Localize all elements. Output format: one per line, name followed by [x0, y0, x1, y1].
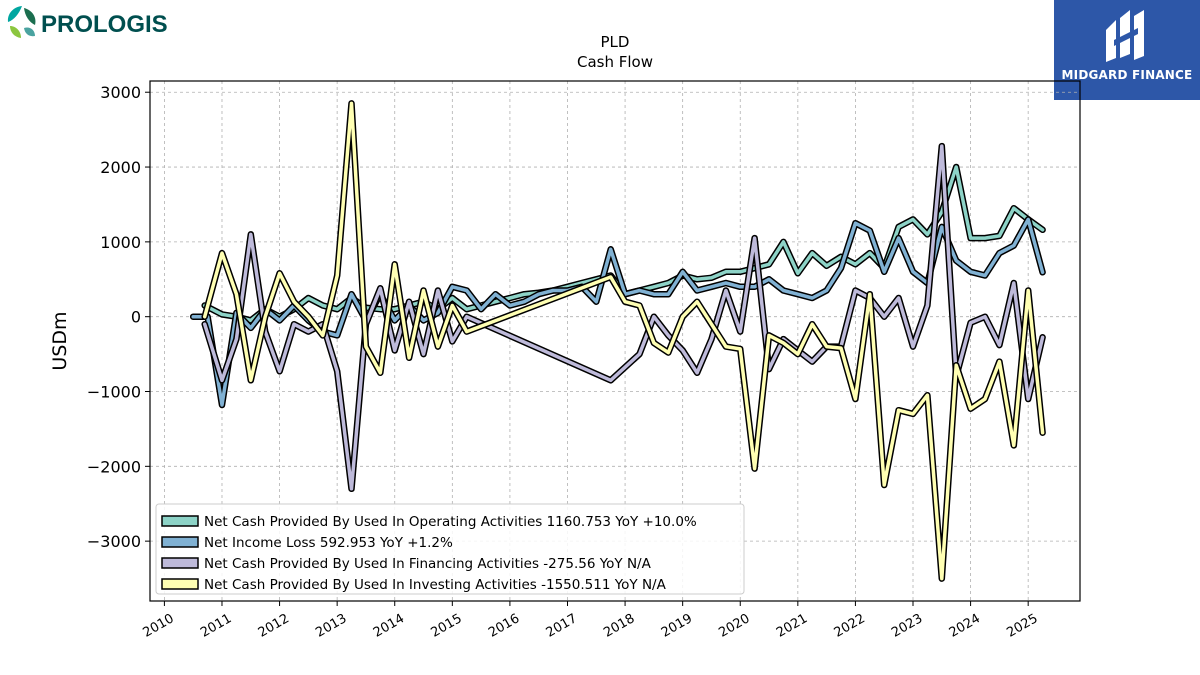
x-tick-label: 2015: [428, 611, 464, 641]
y-tick-label: 1000: [100, 233, 141, 252]
y-tick-label: 2000: [100, 158, 141, 177]
chart-subtitle: Cash Flow: [577, 53, 653, 71]
legend-box: [155, 503, 745, 595]
plot-frame: [149, 80, 1081, 602]
midgard-logo-mark: [1106, 10, 1144, 62]
x-tick-label: 2010: [141, 611, 177, 641]
midgard-logo-text: MIDGARD FINANCE: [1061, 68, 1193, 82]
y-tick-label: 0: [131, 308, 141, 327]
x-tick-label: 2025: [1004, 611, 1040, 641]
y-tick-label: −1000: [87, 383, 141, 402]
x-tick-label: 2018: [601, 611, 637, 641]
chart-title: PLD: [601, 33, 630, 51]
midgard-finance-logo: MIDGARD FINANCE: [1054, 0, 1200, 100]
legend-entry-1: Net Income Loss 592.953 YoY +1.2%: [204, 535, 453, 551]
y-tick-label: 3000: [100, 83, 141, 102]
x-tick-label: 2020: [716, 611, 752, 641]
legend-entry-2: Net Cash Provided By Used In Financing A…: [204, 556, 652, 572]
legend-entry-3: Net Cash Provided By Used In Investing A…: [204, 577, 667, 593]
legend-swatch-0: [161, 515, 199, 527]
x-tick-label: 2012: [256, 611, 292, 641]
x-tick-label: 2011: [198, 611, 234, 641]
series-lines: [189, 100, 1046, 582]
x-tick-label: 2023: [889, 611, 925, 641]
x-tick-label: 2022: [832, 611, 868, 641]
y-tick-label: −3000: [87, 532, 141, 551]
series-line-1: [191, 217, 1045, 407]
x-tick-label: 2024: [947, 611, 983, 641]
legend-swatch-3: [161, 578, 199, 590]
prologis-logo: PROLOGIS: [4, 4, 194, 42]
legend-swatch-1: [161, 536, 199, 548]
prologis-logo-text: PROLOGIS: [41, 11, 168, 38]
y-axis-label: USDm: [49, 311, 71, 370]
x-tick-label: 2017: [544, 611, 580, 641]
y-tick-label: −2000: [87, 457, 141, 476]
legend: Net Cash Provided By Used In Operating A…: [155, 503, 745, 595]
x-tick-label: 2021: [774, 611, 810, 641]
legend-entry-0: Net Cash Provided By Used In Operating A…: [204, 514, 697, 530]
x-tick-label: 2019: [659, 611, 695, 641]
x-tick-label: 2016: [486, 611, 522, 641]
x-tick-label: 2014: [371, 611, 407, 641]
x-tick-label: 2013: [313, 611, 349, 641]
prologis-logo-mark: PROLOGIS: [7, 6, 168, 38]
series-line-3: [202, 101, 1045, 581]
legend-swatch-2: [161, 557, 199, 569]
